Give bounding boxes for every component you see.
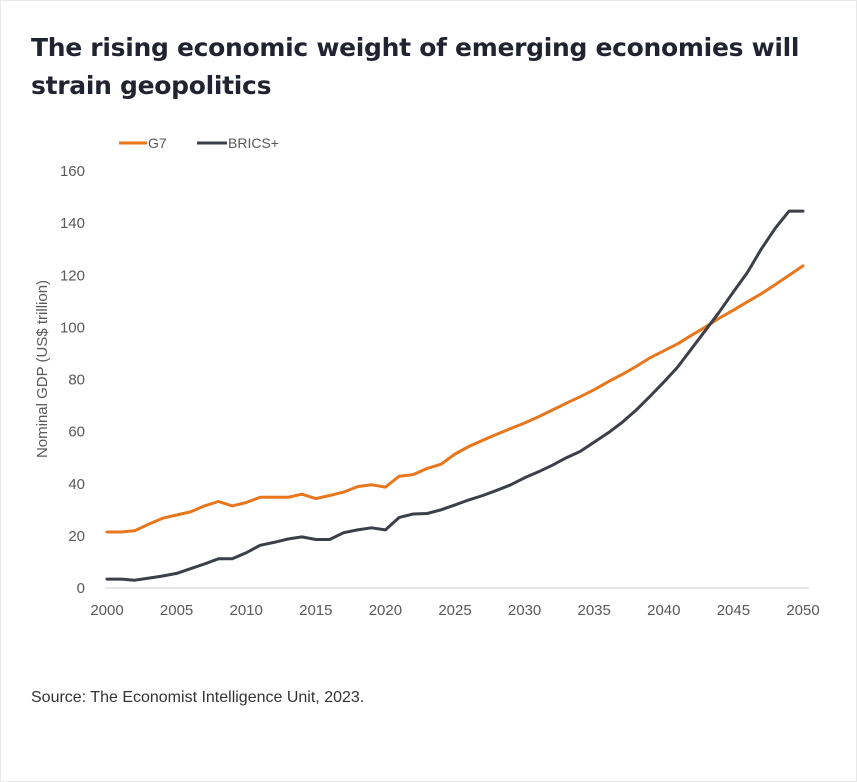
line-chart: Nominal GDP (US$ trillion) G7 BRICS+ 0204… (34, 135, 820, 619)
x-tick-label: 2015 (299, 602, 332, 619)
x-tick-label: 2050 (786, 602, 819, 619)
y-tick-label: 60 (68, 424, 85, 441)
y-axis-ticks: 0 20 40 60 80 100 120 140 160 (60, 163, 85, 597)
y-tick-label: 160 (60, 163, 85, 180)
legend: G7 BRICS+ (119, 135, 279, 151)
x-tick-label: 2020 (369, 602, 402, 619)
y-tick-label: 140 (60, 215, 85, 232)
x-tick-label: 2000 (90, 602, 123, 619)
series-line-brics (105, 209, 805, 582)
x-tick-label: 2010 (230, 602, 263, 619)
x-tick-label: 2045 (717, 602, 750, 619)
x-tick-label: 2035 (578, 602, 611, 619)
series-lines (105, 209, 805, 582)
y-axis-title-group: Nominal GDP (US$ trillion) (34, 280, 51, 458)
y-tick-label: 100 (60, 319, 85, 336)
y-tick-label: 120 (60, 267, 85, 284)
x-tick-label: 2005 (160, 602, 193, 619)
legend-label-brics: BRICS+ (228, 135, 279, 151)
y-tick-label: 80 (68, 372, 85, 389)
legend-label-g7: G7 (148, 135, 167, 151)
x-tick-label: 2040 (647, 602, 680, 619)
y-axis-title: Nominal GDP (US$ trillion) (34, 280, 51, 458)
source-note: Source: The Economist Intelligence Unit,… (31, 689, 365, 706)
x-axis-ticks: 2000 2005 2010 2015 2020 2025 2030 2035 2040 2045… (90, 602, 819, 619)
y-tick-label: 0 (77, 580, 85, 597)
series-line-g7 (105, 264, 805, 534)
page-title: The rising economic weight of emerging e… (31, 33, 800, 100)
x-tick-label: 2030 (508, 602, 541, 619)
y-tick-label: 40 (68, 476, 85, 493)
y-tick-label: 20 (68, 528, 85, 545)
x-tick-label: 2025 (438, 602, 471, 619)
